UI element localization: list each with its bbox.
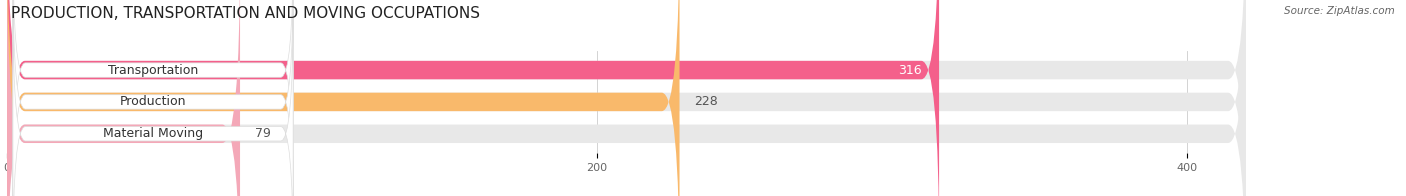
FancyBboxPatch shape: [7, 0, 679, 196]
FancyBboxPatch shape: [13, 7, 292, 196]
FancyBboxPatch shape: [7, 0, 1246, 196]
FancyBboxPatch shape: [13, 0, 292, 196]
Text: Material Moving: Material Moving: [103, 127, 202, 140]
Text: Transportation: Transportation: [108, 64, 198, 77]
Text: 316: 316: [898, 64, 921, 77]
Text: Production: Production: [120, 95, 186, 108]
Text: PRODUCTION, TRANSPORTATION AND MOVING OCCUPATIONS: PRODUCTION, TRANSPORTATION AND MOVING OC…: [11, 6, 481, 21]
Text: Source: ZipAtlas.com: Source: ZipAtlas.com: [1284, 6, 1395, 16]
FancyBboxPatch shape: [7, 0, 939, 196]
FancyBboxPatch shape: [7, 0, 1246, 196]
Text: 228: 228: [695, 95, 718, 108]
FancyBboxPatch shape: [7, 0, 1246, 196]
FancyBboxPatch shape: [13, 0, 292, 196]
FancyBboxPatch shape: [7, 0, 240, 196]
Text: 79: 79: [254, 127, 271, 140]
